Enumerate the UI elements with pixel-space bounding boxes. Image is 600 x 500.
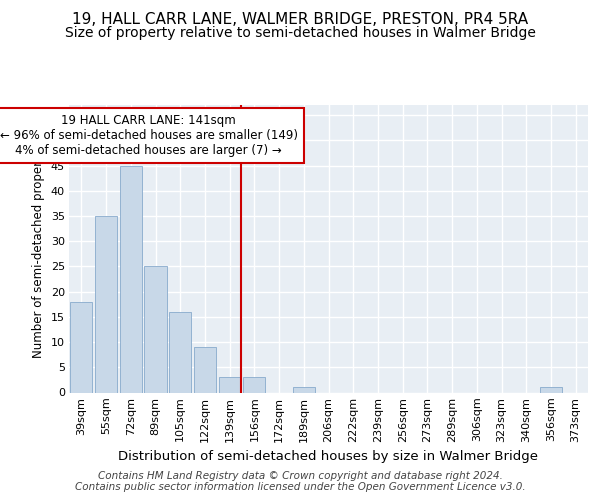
Bar — [169, 312, 191, 392]
Bar — [540, 388, 562, 392]
Bar — [194, 347, 216, 393]
Text: 19, HALL CARR LANE, WALMER BRIDGE, PRESTON, PR4 5RA: 19, HALL CARR LANE, WALMER BRIDGE, PREST… — [72, 12, 528, 28]
Text: Contains HM Land Registry data © Crown copyright and database right 2024.
Contai: Contains HM Land Registry data © Crown c… — [74, 471, 526, 492]
Bar — [119, 166, 142, 392]
X-axis label: Distribution of semi-detached houses by size in Walmer Bridge: Distribution of semi-detached houses by … — [119, 450, 539, 463]
Bar — [293, 388, 315, 392]
Bar — [95, 216, 117, 392]
Text: 19 HALL CARR LANE: 141sqm
← 96% of semi-detached houses are smaller (149)
4% of : 19 HALL CARR LANE: 141sqm ← 96% of semi-… — [0, 114, 298, 156]
Text: Size of property relative to semi-detached houses in Walmer Bridge: Size of property relative to semi-detach… — [65, 26, 535, 40]
Bar — [243, 378, 265, 392]
Bar — [218, 378, 241, 392]
Y-axis label: Number of semi-detached properties: Number of semi-detached properties — [32, 140, 45, 358]
Bar — [145, 266, 167, 392]
Bar — [70, 302, 92, 392]
